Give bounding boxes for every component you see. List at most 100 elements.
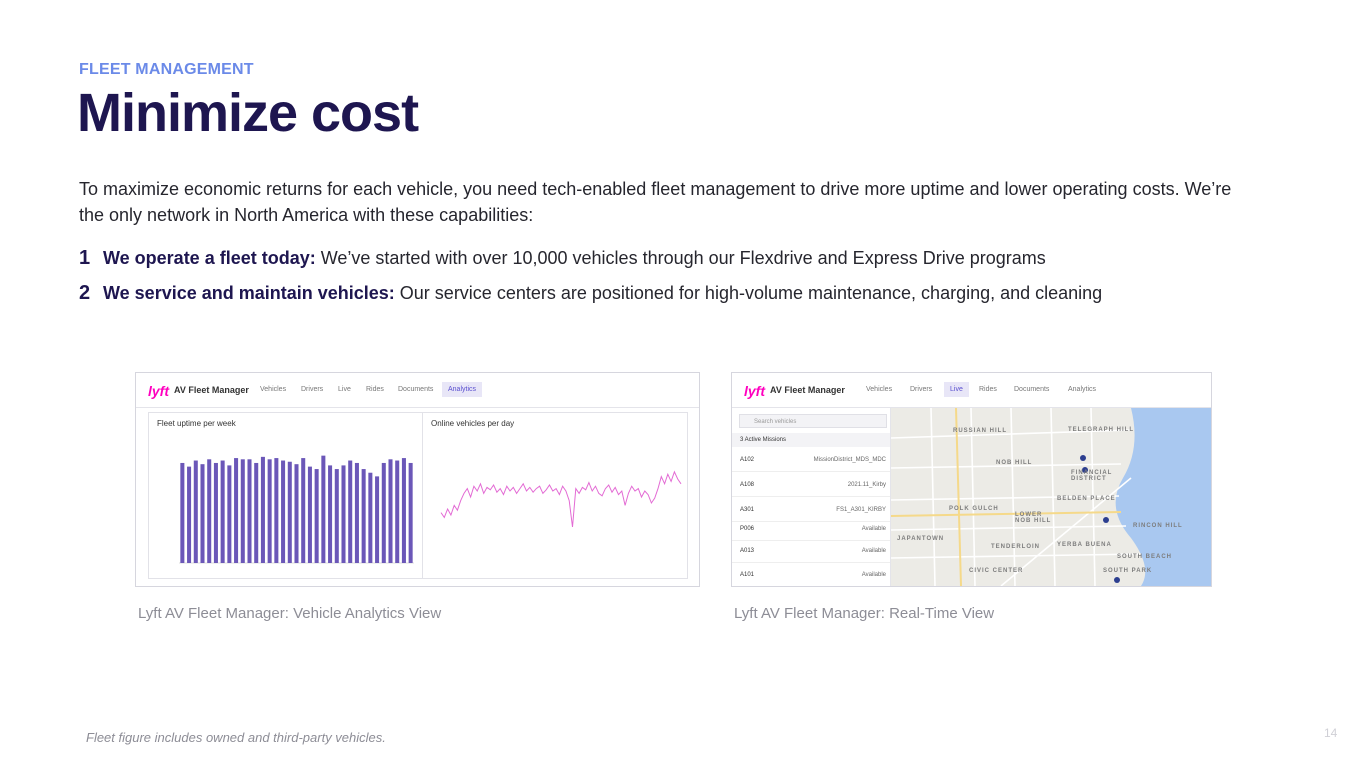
mission-value: Available xyxy=(861,548,886,554)
uptime-bar xyxy=(321,455,326,563)
live-screenshot: lyft AV Fleet Manager Vehicles Drivers L… xyxy=(731,372,1212,587)
map-label: YERBA BUENA xyxy=(1057,542,1112,548)
uptime-bar xyxy=(260,456,265,563)
uptime-bar xyxy=(314,469,319,563)
uptime-bar xyxy=(354,462,359,563)
app-topbar: lyft AV Fleet Manager Vehicles Drivers L… xyxy=(136,373,699,408)
uptime-bar xyxy=(401,458,406,563)
uptime-bar xyxy=(274,458,279,563)
mission-id: A102 xyxy=(740,457,755,463)
mission-value: Available xyxy=(861,526,886,532)
nav-analytics: Analytics xyxy=(1068,386,1097,393)
uptime-bar xyxy=(341,465,346,563)
app-name: AV Fleet Manager xyxy=(174,385,249,395)
online-series-line xyxy=(440,470,682,528)
uptime-bar xyxy=(200,464,205,563)
uptime-bar xyxy=(227,465,232,563)
uptime-bar xyxy=(395,460,400,563)
map-label: FINANCIAL DISTRICT xyxy=(1071,470,1113,482)
uptime-bar xyxy=(234,458,239,563)
point-heading: We service and maintain vehicles: xyxy=(103,283,395,303)
page-title: Minimize cost xyxy=(77,83,419,143)
intro-paragraph: To maximize economic returns for each ve… xyxy=(79,179,1232,225)
nav-documents: Documents xyxy=(1014,386,1050,393)
nav-vehicles: Vehicles xyxy=(866,386,893,393)
lyft-logo: lyft xyxy=(148,383,169,399)
map-label: SOUTH BEACH xyxy=(1117,554,1173,560)
mission-row: A013 Available xyxy=(732,540,890,563)
uptime-bar xyxy=(408,462,413,563)
mission-value: Available xyxy=(861,572,886,578)
map-label: TENDERLOIN xyxy=(991,544,1040,550)
section-eyebrow: FLEET MANAGEMENT xyxy=(79,61,254,78)
map-label: CIVIC CENTER xyxy=(969,568,1024,574)
app-name: AV Fleet Manager xyxy=(770,385,845,395)
mission-id: A108 xyxy=(740,482,755,488)
live-caption: Lyft AV Fleet Manager: Real-Time View xyxy=(734,605,995,622)
nav-live: Live xyxy=(338,386,351,393)
uptime-bar xyxy=(254,462,259,563)
mission-id: A101 xyxy=(740,572,755,578)
map-label: BELDEN PLACE xyxy=(1057,496,1116,502)
mission-row: A108 2021.11_Kirby xyxy=(732,474,890,497)
page-number: 14 xyxy=(1324,726,1338,740)
uptime-bar xyxy=(207,459,212,563)
lyft-logo: lyft xyxy=(744,383,765,399)
uptime-bar xyxy=(334,469,339,563)
footnote: Fleet figure includes owned and third-pa… xyxy=(86,730,386,745)
nav-rides: Rides xyxy=(979,386,997,393)
mission-value: MissionDistrict_MDS_MDC xyxy=(813,457,886,463)
mission-id: A013 xyxy=(740,548,755,554)
mission-value: 2021.11_Kirby xyxy=(847,482,886,488)
mission-id: P006 xyxy=(740,526,755,532)
map-label: NOB HILL xyxy=(996,460,1033,466)
point-number: 1 xyxy=(79,247,91,269)
uptime-bar xyxy=(301,458,306,563)
missions-header: 3 Active Missions xyxy=(732,433,890,447)
missions-sidebar: Search vehicles 3 Active Missions A102 Mi… xyxy=(732,408,891,586)
mission-id: A301 xyxy=(740,507,755,513)
nav-drivers: Drivers xyxy=(301,386,324,393)
point-number: 2 xyxy=(79,282,91,304)
bay-water xyxy=(1115,408,1211,586)
nav-rides: Rides xyxy=(366,386,384,393)
online-panel-title: Online vehicles per day xyxy=(431,419,515,428)
uptime-bar xyxy=(281,460,286,563)
map-label: RUSSIAN HILL xyxy=(953,428,1007,434)
point-text: Our service centers are positioned for h… xyxy=(394,283,1103,303)
mission-row: P006 Available xyxy=(732,518,890,541)
analytics-caption: Lyft AV Fleet Manager: Vehicle Analytics… xyxy=(138,605,442,622)
uptime-bar xyxy=(381,462,386,563)
uptime-panel: Fleet uptime per week xyxy=(148,412,423,579)
uptime-bar xyxy=(267,459,272,563)
point-text: We’ve started with over 10,000 vehicles … xyxy=(315,248,1046,268)
uptime-bar xyxy=(240,459,245,563)
uptime-bar xyxy=(287,461,292,563)
city-map: RUSSIAN HILL TELEGRAPH HILL NOB HILL FIN… xyxy=(891,408,1211,586)
nav-drivers: Drivers xyxy=(910,386,933,393)
uptime-bar xyxy=(375,476,380,563)
analytics-screenshot: lyft AV Fleet Manager Vehicles Drivers L… xyxy=(135,372,700,587)
point-heading: We operate a fleet today: xyxy=(103,248,316,268)
uptime-bar xyxy=(361,469,366,563)
capability-point-2: 2 We service and maintain vehicles: Our s… xyxy=(79,282,1102,305)
uptime-bar xyxy=(328,465,333,563)
uptime-bar xyxy=(368,472,373,563)
map-label: POLK GULCH xyxy=(949,506,999,512)
uptime-bar xyxy=(213,462,218,563)
uptime-bar xyxy=(247,459,252,563)
vehicle-search-input: Search vehicles xyxy=(739,414,887,428)
map-label: RINCON HILL xyxy=(1133,523,1183,529)
map-label: TELEGRAPH HILL xyxy=(1068,427,1134,433)
uptime-bar xyxy=(294,464,299,563)
nav-live: Live xyxy=(944,382,969,397)
map-streets xyxy=(891,408,1211,586)
map-label: LOWER NOB HILL xyxy=(1015,512,1052,524)
mission-value: FS1_A301_KIRBY xyxy=(836,507,886,513)
uptime-bar xyxy=(187,466,192,563)
mission-row: A101 Available xyxy=(732,564,890,586)
uptime-bar xyxy=(180,462,185,563)
uptime-bar xyxy=(348,460,353,563)
mission-row: A301 FS1_A301_KIRBY xyxy=(732,499,890,522)
uptime-bar xyxy=(220,460,225,563)
